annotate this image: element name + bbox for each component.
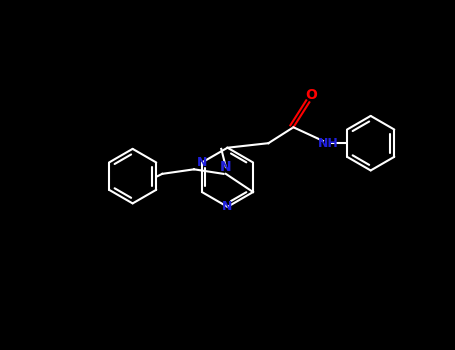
Text: N: N [197, 156, 207, 169]
Text: NH: NH [318, 137, 339, 150]
Text: O: O [306, 89, 318, 103]
Text: N: N [222, 200, 233, 213]
Text: N: N [220, 160, 232, 174]
